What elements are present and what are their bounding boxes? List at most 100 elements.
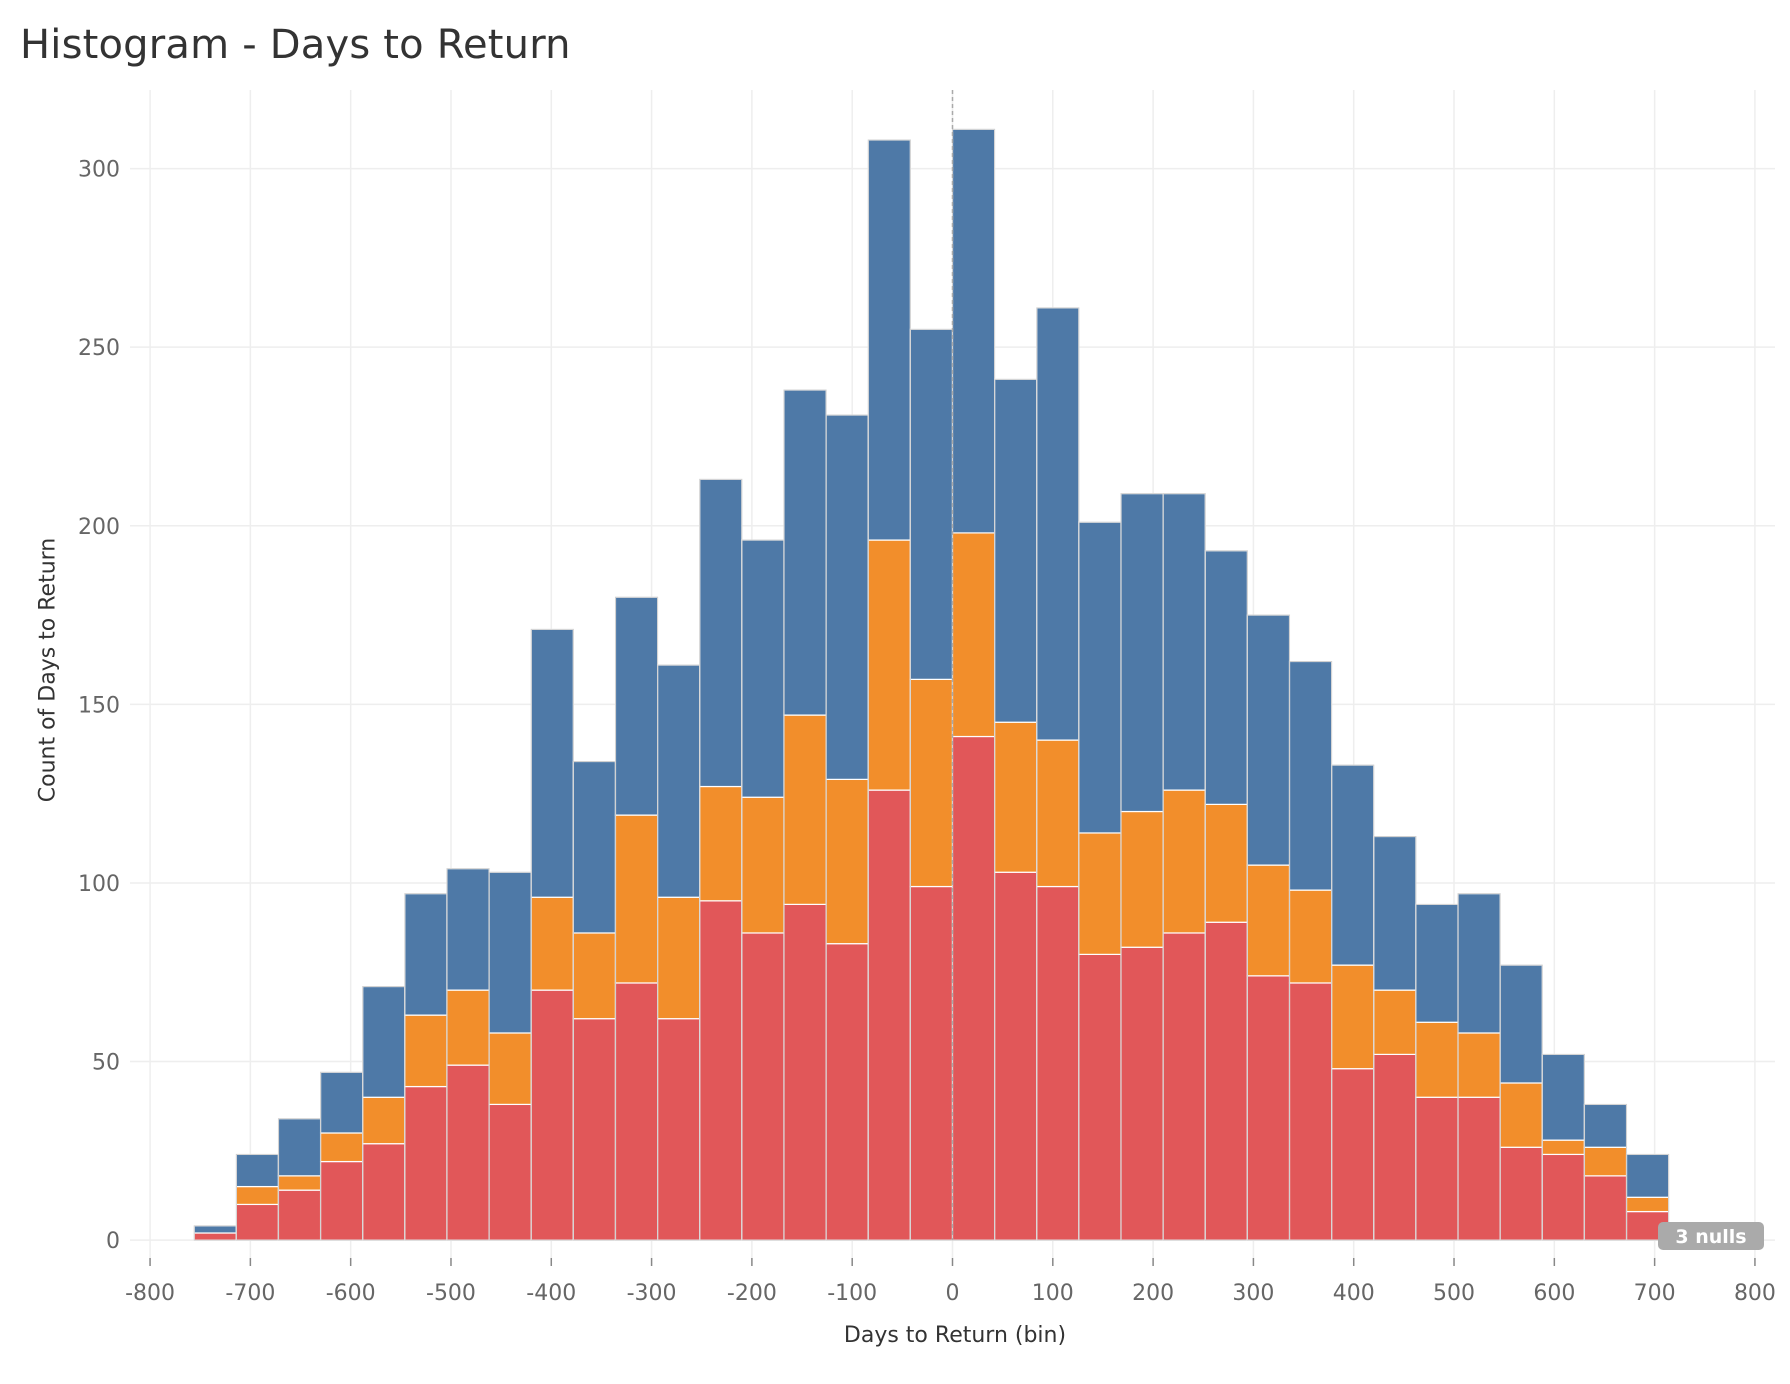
bar-segment-0[interactable] [951,735,996,1241]
bar-segment-2[interactable] [362,985,406,1098]
bar-segment-0[interactable] [1162,932,1206,1241]
bar-segment-0[interactable] [614,982,659,1241]
nulls-badge[interactable] [1658,1222,1764,1250]
bar-segment-1[interactable] [319,1132,364,1163]
bar-segment-2[interactable] [1373,835,1417,991]
bar-segment-0[interactable] [277,1189,322,1241]
bar-segment-2[interactable] [1204,550,1248,805]
bar-segment-2[interactable] [488,871,532,1034]
bar-segment-2[interactable] [909,328,954,680]
bar-segment-2[interactable] [1583,1103,1628,1148]
bar-segment-2[interactable] [1162,493,1206,791]
bar-segment-2[interactable] [1541,1053,1586,1141]
bar-segment-1[interactable] [1625,1196,1670,1213]
bar-segment-0[interactable] [530,989,574,1241]
bar-segment-2[interactable] [235,1153,280,1188]
bar-segment-2[interactable] [530,628,574,898]
bar-segment-0[interactable] [783,903,827,1241]
bar-segment-0[interactable] [1036,885,1080,1241]
nulls-indicator[interactable]: 3 nulls [1658,1222,1764,1250]
bar-segment-2[interactable] [277,1118,322,1177]
bar-segment-2[interactable] [657,664,701,898]
bar-segment-1[interactable] [572,932,617,1020]
bar-segment-1[interactable] [657,896,701,1020]
bar-segment-2[interactable] [319,1071,364,1134]
bar-segment-1[interactable] [446,989,490,1066]
bar-segment-0[interactable] [994,871,1038,1241]
bar-segment-2[interactable] [1625,1153,1670,1198]
bar-segment-2[interactable] [1120,493,1164,813]
bar-segment-1[interactable] [994,721,1038,873]
bar-segment-0[interactable] [488,1103,532,1241]
bar-segment-2[interactable] [1499,964,1543,1084]
bar-segment-0[interactable] [1499,1146,1543,1241]
bar-segment-1[interactable] [1036,739,1080,888]
bar-segment-0[interactable] [193,1232,237,1241]
bar-segment-2[interactable] [1331,764,1375,966]
bar-segment-1[interactable] [1583,1146,1628,1177]
bar-segment-1[interactable] [1415,1021,1459,1098]
bar-segment-1[interactable] [614,814,659,984]
bar-segment-1[interactable] [1162,789,1206,934]
bar-segment-0[interactable] [1331,1068,1375,1241]
bar-segment-1[interactable] [1499,1082,1543,1148]
bar-segment-2[interactable] [825,414,869,780]
bar-segment-1[interactable] [1373,989,1417,1056]
bar-segment-1[interactable] [1288,889,1333,984]
bar-segment-2[interactable] [1457,893,1501,1034]
bar-segment-2[interactable] [572,760,617,934]
bar-segment-2[interactable] [699,478,743,788]
bar-segment-2[interactable] [1246,614,1291,866]
bar-segment-0[interactable] [446,1064,490,1241]
bar-segment-1[interactable] [362,1096,406,1145]
bar-segment-1[interactable] [530,896,574,991]
bar-segment-2[interactable] [193,1225,237,1234]
bar-segment-2[interactable] [1078,521,1122,834]
bar-segment-0[interactable] [867,789,911,1241]
bar-segment-2[interactable] [994,378,1038,723]
bar-segment-1[interactable] [909,678,954,888]
bar-segment-2[interactable] [1036,307,1080,741]
bar-segment-1[interactable] [277,1175,322,1191]
bar-segment-0[interactable] [699,900,743,1241]
bar-segment-1[interactable] [699,785,743,902]
bar-segment-0[interactable] [319,1160,364,1241]
bar-segment-2[interactable] [404,893,448,1016]
bar-segment-1[interactable] [951,532,996,738]
bar-segment-0[interactable] [1583,1175,1628,1241]
bar-segment-2[interactable] [614,596,659,816]
bar-segment-0[interactable] [235,1203,280,1241]
bar-segment-0[interactable] [1120,946,1164,1241]
bar-segment-1[interactable] [825,778,869,945]
bar-segment-2[interactable] [951,128,996,534]
bar-segment-0[interactable] [1288,982,1333,1241]
bar-segment-0[interactable] [741,932,785,1241]
bar-segment-1[interactable] [1204,803,1248,923]
bar-segment-0[interactable] [1415,1096,1459,1241]
bar-segment-2[interactable] [741,539,785,798]
bar-segment-1[interactable] [404,1014,448,1088]
bar-segment-1[interactable] [1078,832,1122,955]
bar-segment-1[interactable] [1120,810,1164,948]
bar-segment-0[interactable] [1078,953,1122,1241]
bar-segment-0[interactable] [1204,921,1248,1241]
bar-segment-1[interactable] [741,796,785,934]
bar-segment-1[interactable] [783,714,827,905]
bar-segment-2[interactable] [867,139,911,541]
bar-segment-0[interactable] [825,943,869,1241]
bar-segment-1[interactable] [1331,964,1375,1070]
bar-segment-2[interactable] [446,868,490,991]
bar-segment-1[interactable] [488,1032,532,1106]
bar-segment-0[interactable] [657,1018,701,1241]
bar-segment-1[interactable] [1457,1032,1501,1098]
bar-segment-0[interactable] [1246,975,1291,1241]
bar-segment-0[interactable] [404,1085,448,1241]
bar-segment-2[interactable] [1288,660,1333,891]
bar-segment-0[interactable] [1457,1096,1501,1241]
bar-segment-0[interactable] [1373,1053,1417,1241]
bar-segment-2[interactable] [783,389,827,716]
bar-segment-0[interactable] [362,1143,406,1241]
bar-segment-0[interactable] [1541,1153,1586,1241]
bar-segment-0[interactable] [909,885,954,1241]
bar-segment-1[interactable] [1541,1139,1586,1156]
